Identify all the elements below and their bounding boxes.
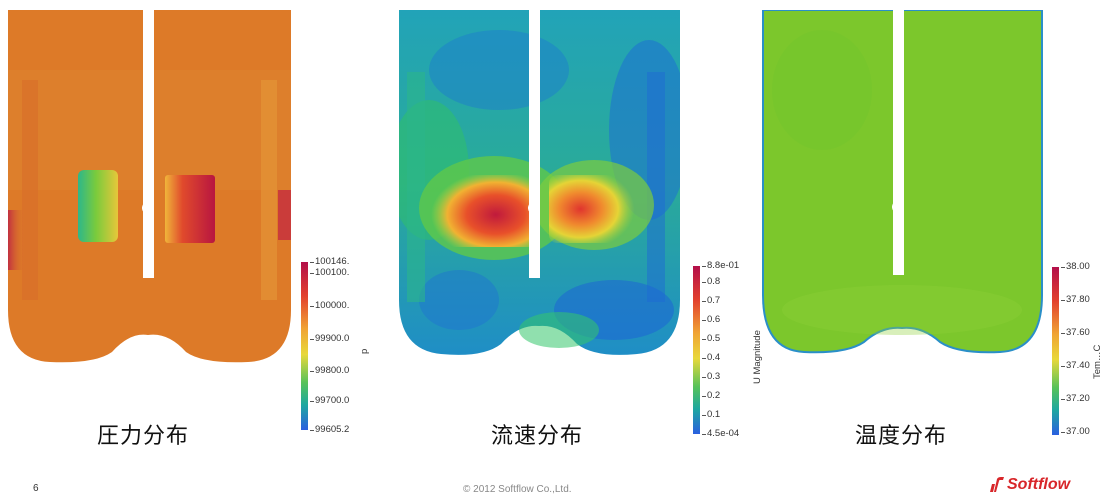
velocity-tick: 0.3	[701, 371, 721, 382]
velocity-tick: 0.5	[701, 333, 721, 344]
softflow-logo: Softflow	[990, 476, 1070, 493]
velocity-panel	[399, 10, 680, 372]
temperature-tick: 37.00	[1061, 426, 1090, 437]
pressure-colorbar-gradient	[301, 262, 308, 430]
temperature-tick: 37.60	[1061, 327, 1090, 338]
pressure-panel	[8, 10, 291, 380]
temperature-contour-image	[762, 10, 1043, 354]
velocity-caption: 流速分布	[491, 424, 584, 449]
pressure-tick: 99700.0	[309, 395, 350, 406]
temperature-tick: 37.20	[1061, 393, 1090, 404]
velocity-tick: 4.5e-04	[701, 428, 740, 439]
velocity-tick: 0.4	[701, 352, 721, 363]
softflow-logo-text: Softflow	[1007, 475, 1071, 493]
pressure-tick: 99605.2	[309, 424, 350, 435]
pressure-tick: 100100.	[309, 267, 350, 278]
temperature-panel	[762, 10, 1043, 362]
temperature-tick: 38.00	[1061, 261, 1090, 272]
temperature-tick: 37.40	[1061, 360, 1090, 371]
temperature-caption: 温度分布	[855, 424, 948, 449]
velocity-tick: 0.8	[701, 276, 721, 287]
temperature-colorbar-gradient	[1052, 267, 1059, 435]
slide-number: 6	[33, 483, 39, 494]
velocity-tick: 0.2	[701, 390, 721, 401]
pressure-contour-image	[8, 10, 291, 363]
pressure-colorbar-title: p	[359, 348, 370, 354]
copyright-text: © 2012 Softflow Co.,Ltd.	[463, 484, 572, 495]
temperature-tick: 37.80	[1061, 294, 1090, 305]
pressure-tick: 100000.	[309, 300, 350, 311]
velocity-contour-image	[399, 10, 680, 355]
pressure-caption: 圧力分布	[97, 424, 190, 449]
velocity-colorbar-gradient	[693, 266, 700, 434]
velocity-tick: 0.6	[701, 314, 721, 325]
pressure-tick: 99800.0	[309, 365, 350, 376]
velocity-tick: 0.7	[701, 295, 721, 306]
pressure-tick: 100146.	[309, 256, 350, 267]
pressure-tick: 99900.0	[309, 333, 350, 344]
softflow-logo-icon	[990, 477, 1004, 492]
temperature-colorbar-title: Tem…C	[1092, 344, 1103, 379]
velocity-tick: 8.8e-01	[701, 260, 740, 271]
velocity-tick: 0.1	[701, 409, 721, 420]
